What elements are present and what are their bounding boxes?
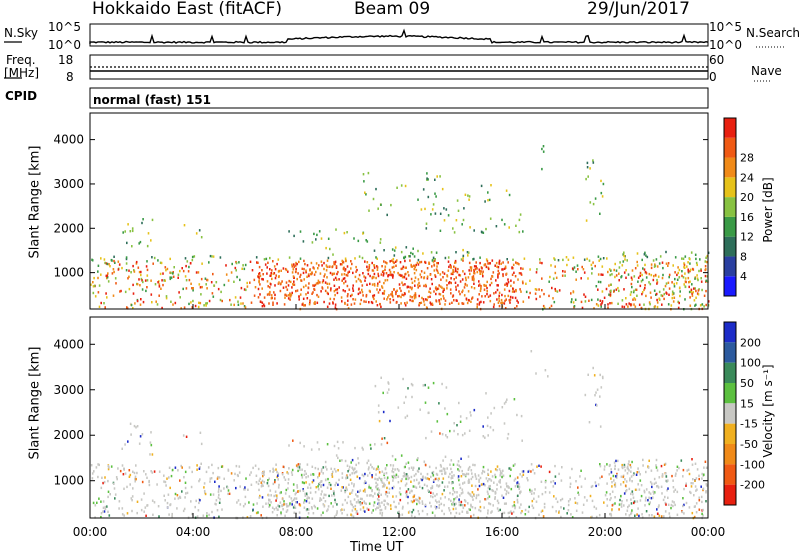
colorbar-tick-label: 15 <box>740 397 754 410</box>
colorbar-tick-label: 8 <box>740 250 747 263</box>
x-tick-label: 16:00 <box>485 525 520 539</box>
colorbar-swatch <box>724 322 736 343</box>
nsearch-label: N.Search <box>746 26 800 40</box>
colorbar-tick-label: 16 <box>740 211 754 224</box>
colorbar-swatch <box>724 256 736 277</box>
cpid-label: CPID <box>5 89 38 103</box>
colorbar-frame <box>723 117 737 297</box>
colorbar-swatch <box>724 423 736 444</box>
velocity-panel-frame <box>89 316 709 519</box>
colorbar-swatch <box>724 362 736 383</box>
nsearch-tick-top: 10^5 <box>709 20 742 34</box>
colorbar-tick-label: 50 <box>740 377 754 390</box>
beam-label: Beam 09 <box>354 0 431 19</box>
colorbar-tick-label: 100 <box>740 357 761 370</box>
x-tick-label: 04:00 <box>176 525 211 539</box>
colorbar-swatch <box>724 484 736 505</box>
nave-tick-bottom: 0 <box>709 70 717 84</box>
nave-label: Nave <box>751 64 782 78</box>
colorbar-tick-label: 24 <box>740 171 754 184</box>
colorbar-swatch <box>724 276 736 296</box>
nave-tick-top: 60 <box>709 53 725 67</box>
x-tick-label: 08:00 <box>279 525 314 539</box>
x-tick-label: 20:00 <box>588 525 623 539</box>
colorbar-swatch <box>724 403 736 424</box>
y-tick-label: 3000 <box>53 177 84 191</box>
colorbar-swatch <box>724 118 736 138</box>
power-echo-cells <box>90 145 710 311</box>
nsky-tick-top: 10^5 <box>48 20 81 34</box>
velocity-echo-cells <box>90 350 708 520</box>
x-tick-label: 00:00 <box>73 525 108 539</box>
colorbar-tick-label: 4 <box>740 270 747 283</box>
y-tick-label: 3000 <box>53 383 84 397</box>
colorbar-tick-label: 12 <box>740 231 754 244</box>
colorbar-tick-label: -100 <box>740 458 765 471</box>
colorbar-tick-label: 20 <box>740 191 754 204</box>
cpid-panel <box>89 87 709 109</box>
colorbar-tick-label: -15 <box>740 418 758 431</box>
freq-tick-top: 18 <box>58 53 74 67</box>
y-tick-label: 4000 <box>53 133 84 147</box>
colorbar-swatch <box>724 342 736 363</box>
colorbar-tick-label: -50 <box>740 438 758 451</box>
noise-line <box>89 28 709 44</box>
y-tick-label: 4000 <box>53 337 84 351</box>
colorbar-swatch <box>724 236 736 257</box>
freq-tick-bottom: 8 <box>66 70 74 84</box>
colorbar-frame <box>723 321 737 506</box>
freq-unit-label: [MHz] <box>4 66 40 80</box>
y-tick-label: 2000 <box>53 221 84 235</box>
y-tick-label: 2000 <box>53 428 84 442</box>
x-axis-label: Time UT <box>350 540 404 555</box>
colorbar-swatch <box>724 444 736 465</box>
nsky-tick-bottom: 10^0 <box>48 38 81 52</box>
station-title: Hokkaido East (fitACF) <box>92 0 283 19</box>
colorbar-swatch <box>724 383 736 404</box>
colorbar-swatch <box>724 137 736 158</box>
date-label: 29/Jun/2017 <box>587 0 690 19</box>
y-tick-label: 1000 <box>53 266 84 280</box>
freq-label: Freq. <box>6 53 36 67</box>
colorbar-tick-label: 28 <box>740 152 754 165</box>
x-tick-label: 00:00 <box>691 525 726 539</box>
x-tick-label: 12:00 <box>382 525 417 539</box>
y-tick-label: 1000 <box>53 474 84 488</box>
colorbar-swatch <box>724 464 736 485</box>
cpid-value: normal (fast) 151 <box>93 93 211 107</box>
nsearch-tick-bottom: 10^0 <box>709 38 742 52</box>
colorbar-tick-label: -200 <box>740 479 765 492</box>
colorbar-swatch <box>724 177 736 198</box>
colorbar-tick-label: 200 <box>740 336 761 349</box>
nsky-label: N.Sky <box>4 26 39 40</box>
power-panel-frame <box>89 112 709 310</box>
nsky-panel <box>89 23 709 47</box>
colorbar-swatch <box>724 216 736 237</box>
colorbar-swatch <box>724 157 736 178</box>
colorbar-swatch <box>724 197 736 217</box>
